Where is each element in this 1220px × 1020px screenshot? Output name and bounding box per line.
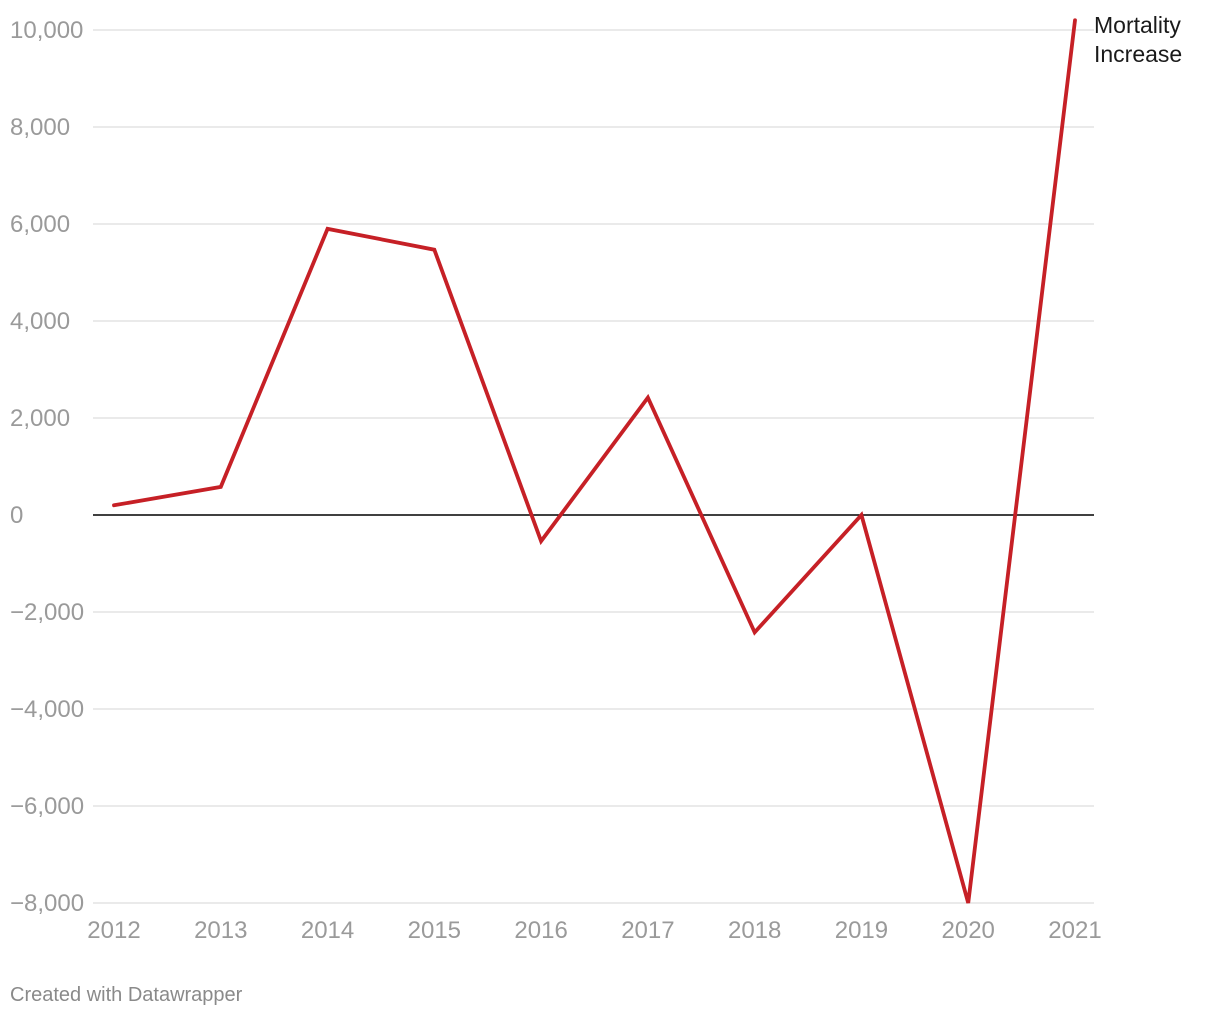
series-line	[112, 18, 1077, 904]
y-tick-label: −2,000	[10, 599, 84, 626]
y-tick-label: 8,000	[10, 114, 70, 141]
x-tick-label: 2015	[408, 917, 461, 944]
y-tick-label: −8,000	[10, 890, 84, 917]
y-tick-label: 6,000	[10, 211, 70, 238]
x-axis: 2012 2013 2014 2015 2016 2017 2018 2019 2020 2021	[87, 917, 1101, 944]
x-tick-label: 2014	[301, 917, 354, 944]
y-tick-label: 10,000	[10, 17, 83, 44]
x-tick-label: 2018	[728, 917, 781, 944]
x-tick-label: 2020	[942, 917, 995, 944]
x-tick-label: 2013	[194, 917, 247, 944]
x-tick-label: 2012	[87, 917, 140, 944]
y-tick-label: 2,000	[10, 405, 70, 432]
x-tick-label: 2021	[1048, 917, 1101, 944]
credit-text: Created with Datawrapper	[10, 984, 243, 1006]
series-label-line-2: Increase	[1094, 41, 1182, 67]
series-label-line-1: Mortality	[1094, 12, 1181, 38]
y-tick-label: −4,000	[10, 696, 84, 723]
x-tick-label: 2017	[621, 917, 674, 944]
y-tick-label: −6,000	[10, 793, 84, 820]
line-chart: 10,000 8,000 6,000 4,000 2,000 0 −2,000 −4,000 −…	[10, 12, 1182, 944]
series-label: Mortality Increase	[1094, 12, 1182, 67]
y-axis: 10,000 8,000 6,000 4,000 2,000 0 −2,000 −4,000 −…	[10, 17, 84, 917]
y-tick-label: 0	[10, 502, 23, 529]
series	[112, 18, 1077, 904]
gridlines	[93, 29, 1094, 904]
x-tick-label: 2016	[514, 917, 567, 944]
y-tick-label: 4,000	[10, 308, 70, 335]
x-tick-label: 2019	[835, 917, 888, 944]
